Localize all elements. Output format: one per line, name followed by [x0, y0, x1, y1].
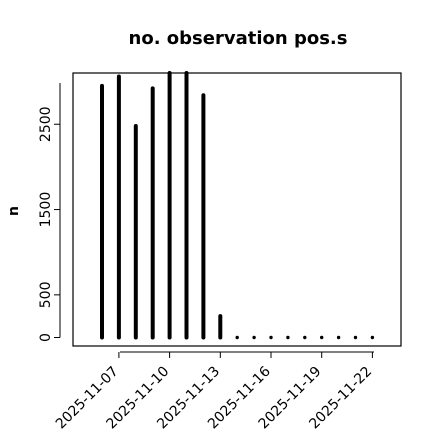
- x-ticks: 2025-11-072025-11-102025-11-132025-11-16…: [53, 352, 375, 432]
- bar-zero-point: [303, 335, 307, 340]
- bar-zero-point: [235, 335, 239, 340]
- y-axis-label: n: [6, 206, 22, 216]
- bar-zero-point: [370, 335, 375, 340]
- chart-title: no. observation pos.s: [129, 28, 348, 49]
- y-tick-label: 2500: [38, 106, 54, 142]
- bar-zero-point: [286, 335, 290, 340]
- y-tick-label: 0: [38, 333, 54, 342]
- bar-zero-point: [320, 335, 324, 340]
- bar-zero-point: [269, 335, 273, 340]
- y-tick-label: 500: [38, 281, 54, 308]
- y-tick-label: 1500: [38, 192, 54, 228]
- bar-zero-point: [336, 335, 341, 340]
- y-ticks: 0 500 1500 2500: [38, 106, 60, 342]
- bar-zero-point: [353, 335, 358, 340]
- bars: [100, 71, 375, 340]
- bar-zero-point: [252, 335, 256, 340]
- plot-frame: [72, 72, 402, 347]
